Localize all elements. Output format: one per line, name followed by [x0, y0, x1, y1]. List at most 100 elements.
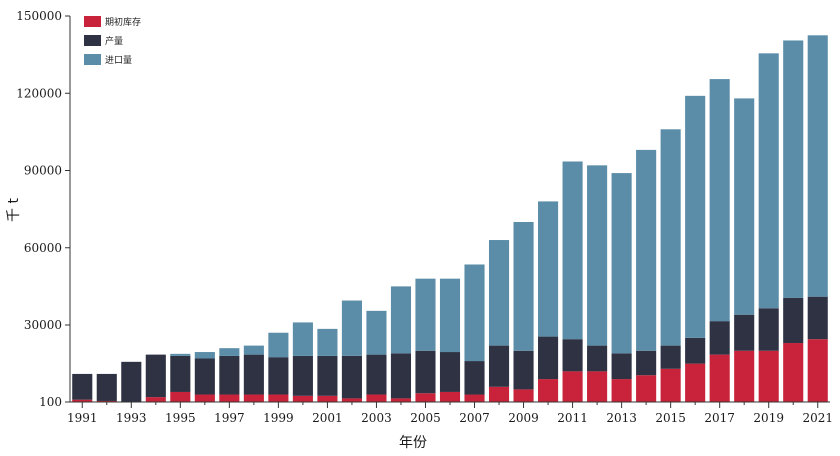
- x-tick-label: 1993: [116, 411, 147, 425]
- x-tick-label: 1995: [165, 411, 196, 425]
- bar-2001-series-0: [317, 395, 338, 402]
- bar-2002-series-1: [341, 355, 362, 399]
- bar-2003-series-0: [366, 394, 387, 402]
- y-axis-title: 千 t: [6, 198, 22, 222]
- y-tick-label: 90000: [24, 164, 62, 178]
- x-tick-label: 2017: [704, 411, 735, 425]
- bar-2020-series-2: [783, 40, 804, 298]
- bar-1996-series-2: [194, 352, 215, 359]
- x-axis-title: 年份: [399, 435, 427, 451]
- bar-1996-series-0: [194, 394, 215, 402]
- bar-2014-series-2: [636, 149, 657, 351]
- bar-2014-series-1: [636, 350, 657, 376]
- bar-2017-series-1: [709, 321, 730, 355]
- x-tick-label: 2021: [802, 411, 833, 425]
- bar-2021-series-0: [807, 339, 828, 402]
- bar-1998-series-1: [243, 354, 264, 395]
- bar-2006-series-2: [439, 278, 461, 353]
- x-tick-label: 2019: [753, 411, 784, 425]
- x-ticks: 1991 1993 1995 1997 1999 2001 2003 2005 2007 2009…: [67, 402, 833, 425]
- y-tick-label: 120000: [16, 86, 62, 100]
- x-tick-label: 2013: [606, 411, 637, 425]
- bar-2009-series-1: [513, 350, 534, 390]
- bar-2005-series-2: [415, 278, 436, 351]
- legend-label: 进口量: [105, 55, 132, 66]
- x-tick-label: 2005: [410, 411, 441, 425]
- bar-1992-series-1: [96, 373, 117, 401]
- bar-2016-series-2: [685, 95, 706, 338]
- bar-2014-series-0: [636, 375, 657, 402]
- bar-1995-series-2: [170, 353, 191, 356]
- bar-2008-series-1: [488, 345, 510, 387]
- bar-2004-series-0: [390, 398, 412, 402]
- x-tick-label: 2007: [459, 411, 490, 425]
- legend-label: 期初库存: [105, 16, 141, 28]
- x-tick-label: 2001: [312, 411, 343, 425]
- bar-1998-series-0: [243, 394, 264, 402]
- bar-1995-series-1: [170, 355, 191, 392]
- bar-2007-series-0: [464, 394, 485, 402]
- bar-2011-series-0: [562, 371, 583, 402]
- bar-2008-series-0: [488, 386, 510, 402]
- bar-1992-series-0: [96, 400, 117, 402]
- bar-2013-series-1: [611, 353, 632, 380]
- bar-2010-series-0: [538, 379, 559, 402]
- bars-layer: [72, 35, 828, 402]
- x-tick-label: 2011: [557, 411, 588, 425]
- bar-2015-series-1: [660, 345, 681, 369]
- bar-2016-series-0: [685, 363, 706, 402]
- x-tick-label: 1997: [214, 411, 245, 425]
- bar-2015-series-2: [660, 129, 681, 346]
- bar-2009-series-2: [513, 222, 534, 351]
- bar-2019-series-0: [758, 350, 779, 402]
- bar-2007-series-1: [464, 361, 485, 395]
- bar-2016-series-1: [685, 337, 706, 364]
- bar-2018-series-0: [734, 350, 755, 402]
- y-tick-label: 30000: [24, 318, 62, 332]
- bar-1999-series-0: [268, 394, 289, 402]
- bar-1998-series-2: [243, 345, 264, 355]
- bar-1994-series-0: [145, 397, 166, 402]
- bar-1993-series-1: [121, 361, 142, 402]
- bar-2005-series-1: [415, 350, 436, 394]
- bar-2001-series-2: [317, 328, 338, 356]
- bar-2010-series-1: [538, 336, 559, 380]
- x-tick-label: 2003: [361, 411, 392, 425]
- bar-1997-series-0: [219, 394, 240, 402]
- bar-2000-series-1: [292, 355, 313, 396]
- bar-1995-series-0: [170, 391, 191, 402]
- bar-2019-series-1: [758, 308, 779, 351]
- bar-2012-series-1: [587, 345, 608, 372]
- bar-2013-series-0: [611, 379, 632, 402]
- bar-1994-series-1: [145, 354, 166, 398]
- bar-2018-series-2: [734, 98, 755, 315]
- x-tick-label: 1999: [263, 411, 294, 425]
- bar-2017-series-2: [709, 79, 730, 322]
- bar-2003-series-1: [366, 354, 387, 395]
- bar-2007-series-2: [464, 264, 485, 362]
- legend-swatch: [84, 54, 101, 65]
- bar-2000-series-2: [292, 322, 313, 356]
- bar-2004-series-2: [390, 286, 412, 354]
- bar-2017-series-0: [709, 354, 730, 402]
- bar-2013-series-2: [611, 173, 632, 354]
- y-tick-label: 100: [39, 395, 62, 409]
- bar-2008-series-2: [488, 240, 510, 346]
- bar-2020-series-1: [783, 297, 804, 344]
- y-tick-label: 60000: [24, 241, 62, 255]
- legend-label: 产量: [105, 35, 123, 47]
- bar-2006-series-1: [439, 352, 461, 392]
- bar-2003-series-2: [366, 310, 387, 355]
- bar-1999-series-1: [268, 357, 289, 395]
- x-tick-label: 2009: [508, 411, 539, 425]
- bar-2021-series-1: [807, 296, 828, 340]
- bar-2015-series-0: [660, 368, 681, 402]
- x-tick-label: 1991: [67, 411, 98, 425]
- bar-2005-series-0: [415, 393, 436, 402]
- bar-1991-series-1: [72, 373, 93, 400]
- bar-2011-series-1: [562, 339, 583, 372]
- bar-2002-series-2: [341, 300, 362, 356]
- bar-2012-series-2: [587, 165, 608, 346]
